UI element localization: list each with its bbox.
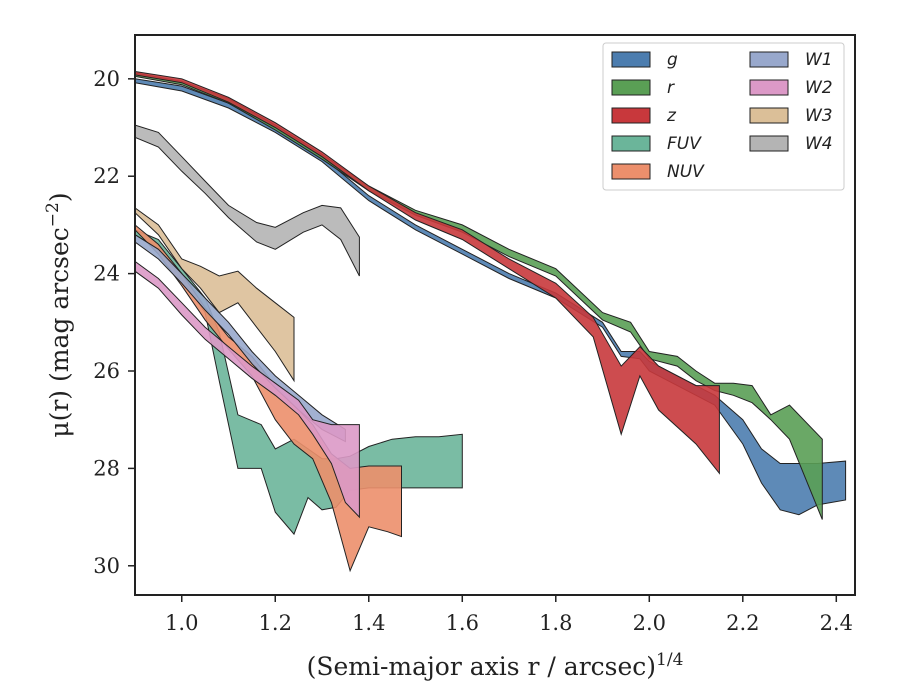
y-tick-label: 20 (93, 67, 120, 91)
y-tick-label: 28 (93, 456, 120, 480)
band-w2 (135, 260, 360, 519)
x-tick-label: 1.6 (446, 611, 479, 635)
y-axis-ticks: 20 22 24 26 28 30 (93, 67, 135, 578)
y-tick-label: 22 (93, 164, 120, 188)
legend-label-w4: W4 (805, 134, 833, 154)
x-axis-ticks: 1.0 1.2 1.4 1.6 1.8 2.0 2.2 2.4 (165, 595, 853, 635)
x-tick-label: 1.2 (259, 611, 292, 635)
legend-label-w3: W3 (805, 106, 833, 126)
y-tick-label: 24 (93, 262, 120, 286)
band-g (135, 78, 847, 516)
band-w4 (135, 124, 360, 277)
legend-label-r: r (667, 78, 675, 98)
legend-swatch-w3 (749, 107, 789, 124)
band-z (135, 70, 720, 475)
band-layer (135, 70, 847, 573)
y-axis-label-close: ) (45, 192, 74, 202)
plot-frame (134, 34, 856, 596)
x-tick-label: 2.0 (633, 611, 666, 635)
x-tick-label: 2.4 (820, 611, 853, 635)
y-tick-label: 26 (93, 359, 120, 383)
y-axis-label: μ(r) (mag arcsec−2) (43, 192, 74, 437)
x-tick-label: 1.0 (165, 611, 198, 635)
legend-label-w1: W1 (805, 50, 833, 70)
legend-label-g: g (667, 50, 678, 70)
y-tick-label: 30 (93, 554, 120, 578)
legend-label-fuv: FUV (667, 134, 702, 154)
x-tick-label: 1.8 (539, 611, 572, 635)
x-tick-label: 1.4 (352, 611, 385, 635)
legend-swatch-z (611, 107, 651, 124)
band-fuv (135, 229, 463, 536)
legend-label-nuv: NUV (667, 162, 705, 182)
band-w3 (135, 207, 295, 383)
legend-label-z: z (666, 106, 677, 126)
legend-swatch-nuv (611, 163, 651, 180)
x-tick-label: 2.2 (726, 611, 759, 635)
legend: grz FUV NUV W1 W2 W3 W4 (602, 42, 845, 191)
legend-swatch-w1 (749, 51, 789, 68)
band-w1 (135, 234, 346, 443)
y-axis-label-exponent: −2 (43, 202, 63, 227)
legend-swatch-r (611, 79, 651, 96)
legend-swatch-fuv (611, 135, 651, 152)
legend-label-w2: W2 (805, 78, 833, 98)
x-axis-label-exponent: 1/4 (656, 650, 683, 670)
legend-swatch-w2 (749, 79, 789, 96)
x-axis-label: (Semi-major axis r / arcsec)1/4 (307, 650, 684, 681)
legend-swatch-w4 (749, 135, 789, 152)
legend-swatch-g (611, 51, 651, 68)
